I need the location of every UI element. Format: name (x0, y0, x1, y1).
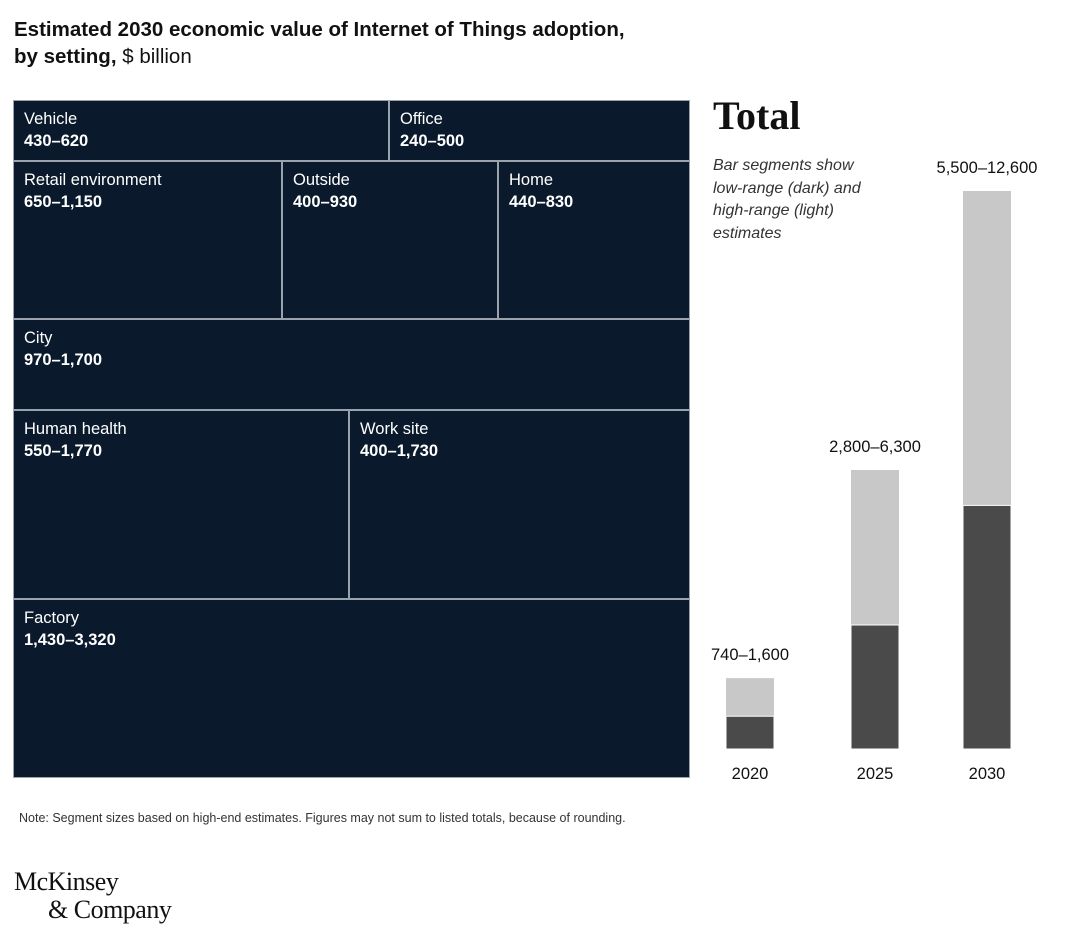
legend-note: Bar segments show low-range (dark) and h… (713, 155, 903, 245)
logo-line1: McKinsey (14, 867, 119, 896)
treemap-tile-factory: Factory 1,430–3,320 (13, 599, 690, 778)
tile-label: Work site (360, 420, 429, 438)
tile-label: Office (400, 110, 443, 128)
bar-data-label-2030: 5,500–12,600 (937, 159, 1038, 177)
chart-title-by-setting: by setting, (14, 45, 117, 68)
treemap-tile-home: Home 440–830 (498, 161, 690, 319)
bar-low-2020 (725, 715, 775, 750)
treemap-tile-city: City 970–1,700 (13, 319, 690, 410)
legend-note-line: Bar segments show (713, 157, 854, 174)
tile-value: 240–500 (400, 132, 465, 150)
legend-note-line: estimates (713, 224, 782, 242)
bar-low-2030 (962, 504, 1012, 750)
legend-note-line: low-range (dark) and (713, 179, 861, 197)
legend-note-line: high-range (light) (713, 202, 834, 219)
tile-value: 440–830 (509, 193, 574, 211)
treemap-tile-vehicle: Vehicle 430–620 (13, 100, 389, 161)
x-tick-label-2030: 2030 (969, 765, 1006, 783)
tile-label: Vehicle (24, 110, 78, 128)
tile-label: Human health (24, 420, 127, 438)
tile-label: Outside (293, 171, 350, 189)
bar-data-label-2025: 2,800–6,300 (829, 438, 921, 456)
total-bar-chart: 740–1,600 2020 2,800–6,300 2025 5,500–12,600… (711, 159, 1038, 783)
tile-label: Home (509, 171, 554, 189)
bar-data-label-2020: 740–1,600 (711, 646, 789, 664)
treemap-tile-work-site: Work site 400–1,730 (349, 410, 690, 599)
treemap-tile-office: Office 240–500 (389, 100, 690, 161)
tile-label: City (24, 329, 53, 347)
chart-title-line2: by setting, $ billion (14, 43, 625, 70)
treemap-tile-retail-environment: Retail environment 650–1,150 (13, 161, 282, 319)
tile-label: Factory (24, 609, 80, 627)
bar-low-2025 (850, 624, 900, 750)
mckinsey-logo: McKinsey & Company (14, 867, 172, 924)
total-heading: Total (713, 93, 801, 138)
x-tick-label-2020: 2020 (732, 765, 769, 783)
tile-value: 400–930 (293, 193, 358, 211)
chart-title-line1: Estimated 2030 economic value of Interne… (14, 18, 625, 41)
chart-title-unit: $ billion (122, 45, 192, 68)
logo-line2: & Company (48, 895, 172, 924)
tile-value: 430–620 (24, 132, 89, 150)
treemap: Vehicle 430–620 Office 240–500 Retail en… (13, 100, 690, 778)
tile-value: 970–1,700 (24, 351, 102, 369)
tile-label: Retail environment (24, 171, 162, 189)
tile-value: 650–1,150 (24, 193, 102, 211)
footnote: Note: Segment sizes based on high-end es… (19, 811, 626, 825)
tile-value: 400–1,730 (360, 442, 438, 460)
x-tick-label-2025: 2025 (857, 765, 894, 783)
treemap-tile-outside: Outside 400–930 (282, 161, 498, 319)
treemap-tile-human-health: Human health 550–1,770 (13, 410, 349, 599)
tile-value: 1,430–3,320 (24, 631, 116, 649)
chart-title: Estimated 2030 economic value of Interne… (14, 16, 625, 70)
tile-value: 550–1,770 (24, 442, 102, 460)
